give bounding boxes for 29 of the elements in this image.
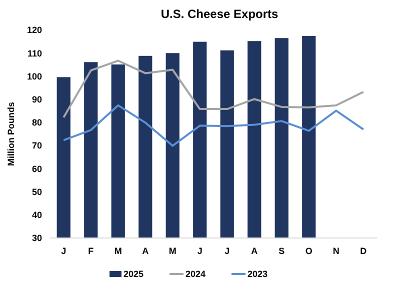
line-series (62, 60, 364, 118)
x-tick-label: S (278, 246, 285, 256)
y-tick-label: 60 (32, 164, 42, 174)
y-tick-label: 90 (32, 94, 42, 104)
chart-title: U.S. Cheese Exports (160, 7, 279, 21)
x-tick-label: A (251, 246, 258, 256)
y-tick-label: 110 (27, 48, 42, 58)
y-tick-label: 70 (32, 140, 42, 151)
x-tick-label: O (305, 246, 312, 256)
y-tick-label: 40 (32, 210, 42, 220)
x-tick-label: N (332, 246, 340, 256)
y-tick-label: 100 (26, 71, 42, 82)
x-tick-label: A (142, 246, 150, 256)
x-tick-label: D (360, 246, 368, 256)
x-tick-label: J (61, 246, 66, 256)
y-tick-label: 50 (32, 186, 42, 197)
y-axis-title: Million Pounds (6, 102, 16, 166)
y-tick-label: 30 (32, 233, 42, 244)
legend-label: 2024 (186, 269, 206, 280)
y-tick-label: 80 (32, 118, 42, 128)
line-series (62, 104, 364, 147)
x-tick-label: J (224, 246, 230, 256)
x-tick-label: F (88, 246, 94, 256)
x-tick-label: M (168, 246, 176, 256)
y-tick-label: 120 (26, 25, 42, 36)
legend-label: 2025 (124, 269, 144, 280)
x-tick-label: J (197, 246, 202, 256)
x-tick-label: M (114, 246, 122, 256)
legend-label: 2023 (248, 269, 268, 280)
